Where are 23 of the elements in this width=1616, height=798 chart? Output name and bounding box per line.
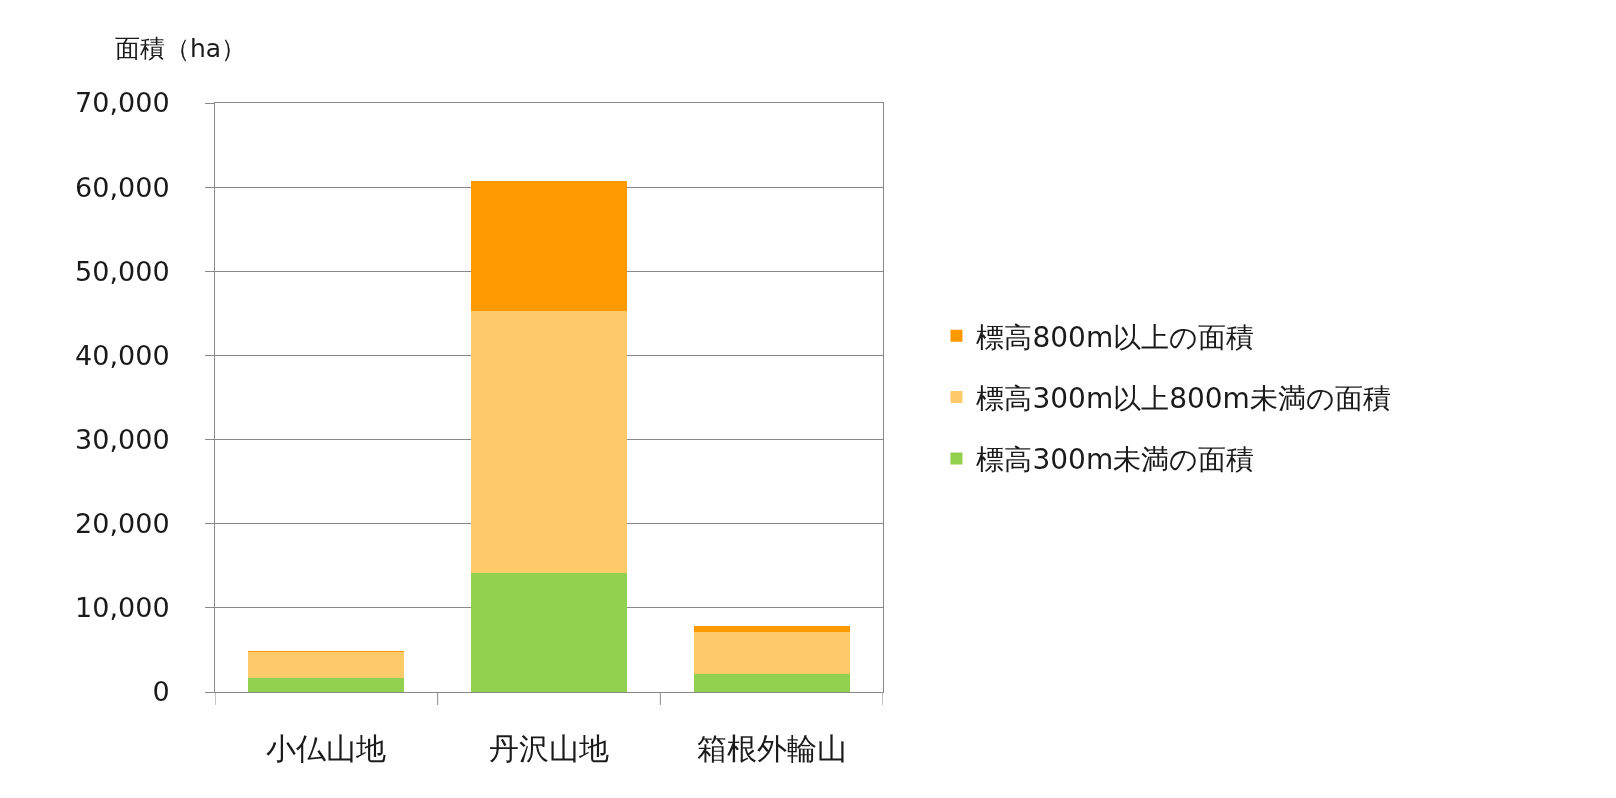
y-tick-label: 50,000 <box>75 255 170 287</box>
y-tick-label: 10,000 <box>75 592 170 624</box>
legend-label: 標高300m以上800m未満の面積 <box>976 382 1391 416</box>
bar <box>248 677 405 692</box>
bar <box>693 674 850 692</box>
x-tick-label: 箱根外輪山 <box>696 731 847 766</box>
y-tick-label: 20,000 <box>75 508 170 540</box>
y-tick-label: 30,000 <box>75 424 170 456</box>
x-tick-label: 丹沢山地 <box>489 731 609 766</box>
bar <box>693 632 850 675</box>
y-tick-label: 70,000 <box>75 87 170 119</box>
bar <box>471 181 627 311</box>
legend-label: 標高800m以上の面積 <box>976 320 1255 354</box>
bar <box>471 573 627 692</box>
bar <box>693 626 850 633</box>
y-tick-label: 60,000 <box>75 171 170 203</box>
x-tick-label: 小仏山地 <box>266 731 387 766</box>
bar <box>248 651 405 678</box>
y-axis-title: 面積（ha） <box>115 34 247 63</box>
y-tick-label: 0 <box>152 676 170 708</box>
y-tick-label: 40,000 <box>75 339 170 371</box>
legend-label: 標高300m未満の面積 <box>976 443 1255 477</box>
bar <box>471 310 627 574</box>
